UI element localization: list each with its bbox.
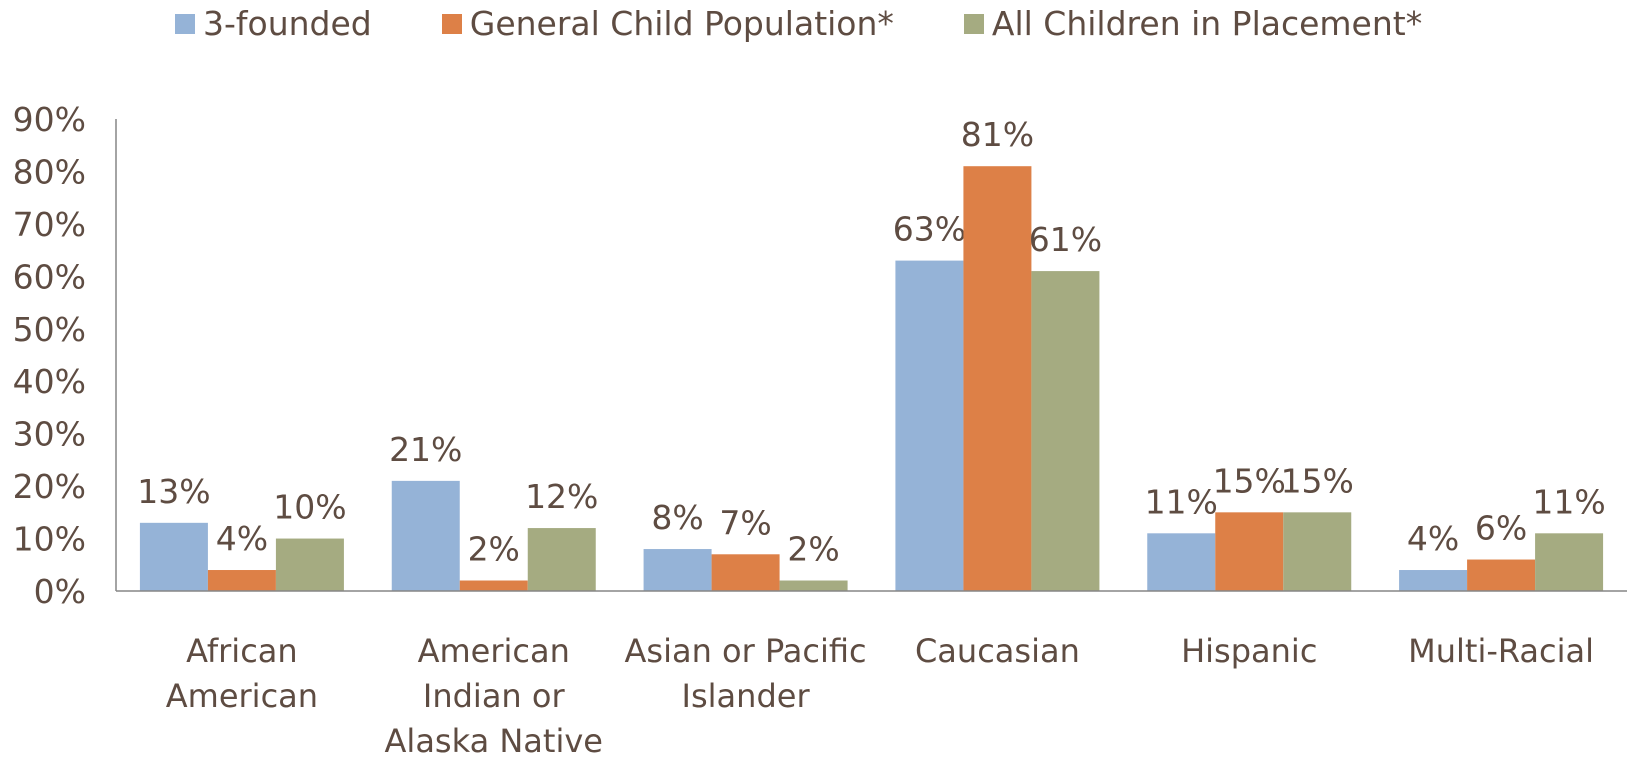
data-label: 8% [651,498,703,537]
legend-label: 3-founded [203,4,372,43]
bar [779,580,848,591]
bar [1535,533,1604,591]
y-tick-label: 90% [13,100,86,139]
data-label: 11% [1532,482,1605,521]
data-label: 12% [525,477,598,516]
legend-item: All Children in Placement* [963,4,1423,43]
bar [1215,512,1284,591]
data-label: 10% [273,488,346,527]
y-tick-label: 70% [13,205,86,244]
data-label: 4% [216,519,268,558]
bar [895,260,964,591]
x-tick-label: Asian or Pacific Islander [624,632,867,715]
y-tick-label: 30% [13,415,86,454]
bar [1147,533,1216,591]
data-label: 2% [787,530,839,569]
data-label: 4% [1407,519,1459,558]
bar [459,580,528,591]
data-label: 81% [961,115,1034,154]
bar [1031,271,1100,591]
data-label: 61% [1029,220,1102,259]
data-label: 63% [893,210,966,249]
y-tick-label: 0% [34,572,86,611]
y-tick-label: 10% [13,520,86,559]
bar [963,166,1032,591]
data-label: 21% [389,430,462,469]
y-tick-label: 60% [13,257,86,296]
y-tick-label: 20% [13,467,86,506]
legend-label: All Children in Placement* [991,4,1423,43]
legend: 3-founded General Child Population* All Ch… [175,4,1422,43]
legend-swatch [441,13,462,34]
bar [711,554,780,591]
data-label: 13% [137,472,210,511]
bar [207,570,276,591]
x-tick-label: American Indian or Alaska Native [384,632,603,760]
data-label: 15% [1213,461,1286,500]
legend-swatch [963,13,984,34]
data-label: 2% [468,530,520,569]
data-label: 6% [1475,509,1527,548]
legend-label: General Child Population* [469,4,894,43]
data-label: 15% [1281,461,1354,500]
legend-item: 3-founded [175,4,372,43]
y-tick-label: 40% [13,362,86,401]
x-tick-label: Hispanic [1181,632,1318,670]
y-tick-label: 50% [13,310,86,349]
legend-swatch [175,13,195,34]
bar [275,538,344,591]
bar [391,480,460,591]
bar [527,528,596,591]
bar [1399,570,1468,591]
bar [139,522,208,591]
x-tick-label: Multi-Racial [1408,632,1595,670]
data-label: 11% [1145,482,1218,521]
bar [1467,559,1536,591]
bar [1283,512,1352,591]
x-tick-label: Caucasian [914,632,1080,670]
y-tick-label: 80% [13,152,86,191]
bar [643,549,712,591]
legend-item: General Child Population* [441,4,894,43]
x-tick-label: African American [165,632,319,715]
data-label: 7% [719,503,771,542]
